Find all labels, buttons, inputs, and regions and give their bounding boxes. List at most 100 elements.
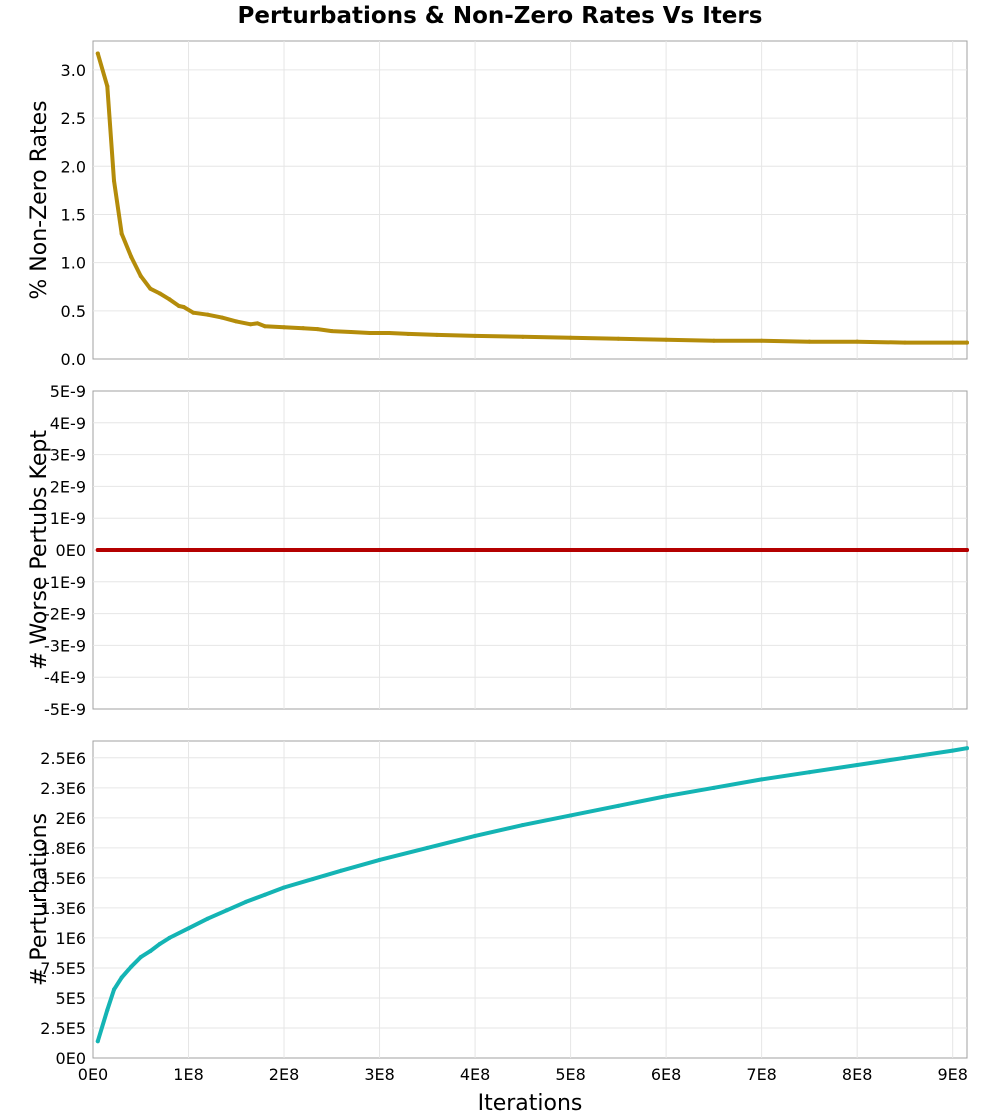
y-axis-label-perturbations: # Perturbations — [27, 813, 52, 986]
plot-area-perturbations — [92, 740, 968, 1059]
data-point-non-zero-rates — [855, 339, 860, 344]
y-tick-label-worse-pertubs-kept: 5E-9 — [50, 382, 86, 401]
data-point-perturbations — [425, 845, 430, 850]
x-tick-label: 6E8 — [651, 1065, 681, 1084]
y-tick-label-perturbations: 2E6 — [56, 809, 86, 828]
data-point-perturbations — [157, 941, 162, 946]
data-point-perturbations — [902, 755, 907, 760]
y-tick-label-non-zero-rates: 1.5 — [61, 205, 86, 224]
data-point-non-zero-rates — [255, 321, 260, 326]
y-tick-label-perturbations: 0E0 — [56, 1049, 86, 1068]
data-point-non-zero-rates — [329, 329, 334, 334]
y-tick-label-worse-pertubs-kept: -2E-9 — [44, 605, 86, 624]
y-tick-label-non-zero-rates: 0.5 — [61, 302, 86, 321]
data-point-non-zero-rates — [234, 319, 239, 324]
data-point-non-zero-rates — [301, 326, 306, 331]
y-tick-label-worse-pertubs-kept: -4E-9 — [44, 668, 86, 687]
data-point-non-zero-rates — [119, 231, 124, 236]
y-tick-label-perturbations: 7.5E5 — [40, 959, 86, 978]
y-tick-label-worse-pertubs-kept: -5E-9 — [44, 700, 86, 719]
data-point-perturbations — [112, 987, 117, 992]
y-tick-label-worse-pertubs-kept: -3E-9 — [44, 636, 86, 655]
y-tick-label-perturbations: 1E6 — [56, 929, 86, 948]
y-tick-label-perturbations: 1.3E6 — [40, 899, 86, 918]
data-point-non-zero-rates — [950, 340, 955, 345]
y-tick-label-perturbations: 1.5E6 — [40, 869, 86, 888]
panel-non-zero-rates: 0.0 0.5 1.0 1.5 2.0 2.5 3.0 % Non-Zero Rates — [27, 40, 969, 369]
data-point-perturbations — [129, 964, 134, 969]
x-tick-label: 9E8 — [937, 1065, 967, 1084]
y-tick-label-non-zero-rates: 0.0 — [61, 350, 86, 369]
data-point-perturbations — [282, 885, 287, 890]
chart-panels: 0.0 0.5 1.0 1.5 2.0 2.5 3.0 % Non-Zero Rates 5E-… — [27, 40, 969, 1068]
data-point-perturbations — [224, 908, 229, 913]
data-point-perturbations — [377, 857, 382, 862]
data-point-perturbations — [965, 746, 969, 751]
chart-title: Perturbations & Non-Zero Rates Vs Iters — [238, 3, 763, 29]
data-point-non-zero-rates — [205, 312, 210, 317]
data-point-perturbations — [262, 892, 267, 897]
x-tick-label: 7E8 — [746, 1065, 776, 1084]
y-tick-label-non-zero-rates: 2.5 — [61, 109, 86, 128]
panel-perturbations: 0E0 2.5E5 5E5 7.5E5 1E6 1.3E6 1.5E6 1.8E6 2E6 2.3… — [27, 740, 969, 1068]
y-axis-label-worse-pertubs-kept: # Worse Pertubs Kept — [27, 430, 52, 670]
data-point-non-zero-rates — [315, 327, 320, 332]
data-point-non-zero-rates — [568, 335, 573, 340]
data-point-non-zero-rates — [95, 51, 100, 56]
data-point-perturbations — [138, 955, 143, 960]
data-point-perturbations — [950, 748, 955, 753]
data-point-non-zero-rates — [176, 304, 181, 308]
x-tick-label: 4E8 — [460, 1065, 490, 1084]
x-axis-label: Iterations — [478, 1091, 583, 1116]
data-point-perturbations — [568, 813, 573, 818]
data-point-perturbations — [310, 877, 315, 882]
panel-worse-pertubs-kept: 5E-9 4E-9 3E-9 2E-9 1E-9 0E0 -1E-9 -2E-9 -3E-9 -4… — [27, 382, 969, 719]
data-point-perturbations — [711, 785, 716, 790]
data-point-non-zero-rates — [112, 178, 117, 183]
data-point-non-zero-rates — [473, 333, 478, 338]
data-point-non-zero-rates — [616, 336, 621, 341]
data-point-perturbations — [243, 899, 248, 904]
y-axis-label-non-zero-rates: % Non-Zero Rates — [27, 100, 52, 299]
plot-area-non-zero-rates — [92, 40, 968, 360]
data-point-worse-pertubs-kept — [95, 548, 100, 552]
x-tick-label: 5E8 — [555, 1065, 585, 1084]
data-point-non-zero-rates — [282, 325, 287, 330]
y-tick-label-worse-pertubs-kept: 1E-9 — [50, 509, 86, 528]
data-point-non-zero-rates — [664, 337, 669, 342]
data-point-non-zero-rates — [348, 330, 353, 335]
data-point-perturbations — [105, 1007, 110, 1012]
y-tick-label-worse-pertubs-kept: 4E-9 — [50, 414, 86, 433]
y-tick-label-non-zero-rates: 3.0 — [61, 61, 86, 80]
x-tick-label: 1E8 — [173, 1065, 203, 1084]
data-point-non-zero-rates — [191, 310, 196, 315]
x-tick-label: 8E8 — [842, 1065, 872, 1084]
data-point-worse-pertubs-kept — [965, 548, 969, 552]
data-point-non-zero-rates — [138, 274, 143, 279]
y-tick-label-perturbations: 2.5E5 — [40, 1019, 86, 1038]
data-point-perturbations — [167, 935, 172, 940]
data-point-perturbations — [148, 949, 153, 954]
y-tick-label-perturbations: 5E5 — [56, 989, 86, 1008]
data-point-non-zero-rates — [368, 330, 373, 335]
data-point-non-zero-rates — [157, 291, 162, 296]
data-point-perturbations — [339, 868, 344, 873]
data-point-non-zero-rates — [167, 297, 172, 302]
data-point-non-zero-rates — [520, 334, 525, 339]
data-point-perturbations — [664, 794, 669, 799]
y-tick-label-perturbations: 2.3E6 — [40, 779, 86, 798]
data-point-non-zero-rates — [148, 286, 153, 291]
y-tick-label-worse-pertubs-kept: 0E0 — [56, 541, 86, 560]
y-tick-label-worse-pertubs-kept: -1E-9 — [44, 573, 86, 592]
data-point-perturbations — [759, 777, 764, 782]
data-point-non-zero-rates — [105, 84, 110, 89]
data-point-non-zero-rates — [129, 254, 134, 259]
x-tick-label: 0E0 — [78, 1065, 108, 1084]
y-tick-label-non-zero-rates: 2.0 — [61, 157, 86, 176]
data-point-perturbations — [119, 975, 124, 980]
x-tick-label: 3E8 — [364, 1065, 394, 1084]
data-point-perturbations — [473, 833, 478, 838]
data-point-non-zero-rates — [902, 340, 907, 345]
data-point-perturbations — [95, 1039, 100, 1044]
